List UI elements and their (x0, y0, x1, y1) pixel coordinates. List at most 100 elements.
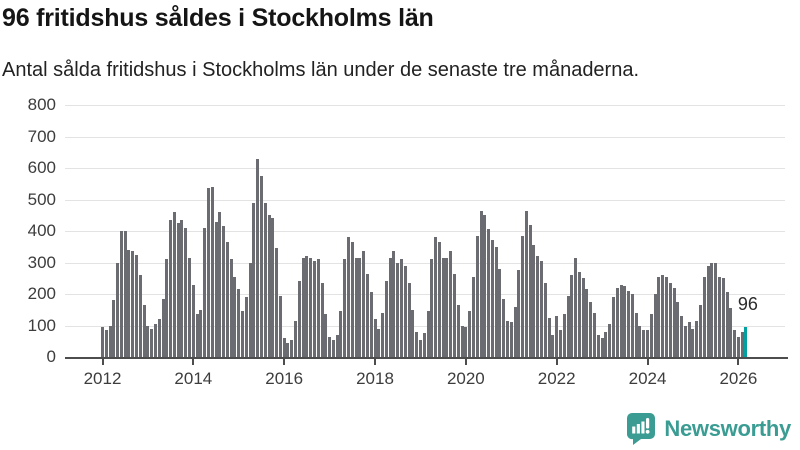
gridline (65, 231, 785, 232)
bar (699, 305, 703, 357)
x-axis-tick (192, 359, 195, 365)
x-axis-tick (737, 359, 740, 365)
bar (638, 325, 642, 357)
y-axis-tick-label: 200 (27, 284, 56, 303)
bar (570, 275, 574, 357)
bar (487, 229, 491, 357)
bar (396, 262, 400, 357)
bar (237, 289, 241, 357)
bar (377, 328, 381, 357)
bar (468, 311, 472, 357)
bar (634, 312, 638, 357)
bar (324, 314, 328, 357)
bar (112, 300, 116, 357)
bar (131, 251, 135, 357)
x-axis-tick (283, 359, 286, 365)
x-axis-tick-label: 2014 (174, 369, 213, 388)
bar (297, 281, 301, 357)
bar (483, 215, 487, 357)
bar (150, 328, 154, 357)
bar (642, 330, 646, 357)
bar (505, 320, 509, 357)
bar (259, 175, 263, 357)
bar (407, 282, 411, 357)
bar (282, 338, 286, 357)
bar (589, 301, 593, 357)
bar (449, 251, 453, 357)
bar (721, 278, 725, 357)
bar (490, 240, 494, 357)
gridline (65, 262, 785, 264)
bar (653, 294, 657, 357)
gridline (65, 294, 785, 295)
bar (309, 257, 313, 357)
gridline (65, 168, 785, 169)
x-axis-line (65, 357, 788, 359)
bar (180, 219, 184, 357)
bar (172, 212, 176, 357)
bar (267, 215, 271, 357)
bar (210, 186, 214, 357)
bar (551, 334, 555, 357)
bar (600, 338, 604, 357)
bar (233, 276, 237, 357)
bar (615, 287, 619, 357)
highlighted-bar (744, 326, 748, 357)
bar (316, 259, 320, 357)
x-axis-tick-label: 2012 (83, 369, 122, 388)
bar (392, 251, 396, 357)
bar (278, 295, 282, 357)
newsworthy-logo[interactable]: Newsworthy (627, 413, 791, 445)
bar (218, 212, 222, 357)
bar (729, 308, 733, 357)
bar (714, 262, 718, 357)
bar (294, 320, 298, 357)
bar (286, 342, 290, 357)
bar (119, 231, 123, 357)
bar (664, 276, 668, 357)
bar (702, 276, 706, 357)
latest-value-label: 96 (737, 293, 758, 314)
x-axis-tick (646, 359, 649, 365)
bar (581, 278, 585, 357)
bar (502, 298, 506, 357)
bar (116, 262, 120, 357)
bar (135, 254, 139, 357)
bar (418, 339, 422, 357)
bar (543, 282, 547, 357)
bar (411, 309, 415, 357)
bar (695, 320, 699, 357)
bar (241, 311, 245, 357)
newsworthy-wordmark: Newsworthy (664, 416, 791, 441)
y-axis-tick-label: 700 (27, 126, 56, 146)
bar (558, 330, 562, 357)
bar (312, 260, 316, 357)
bar (195, 314, 199, 357)
bar (222, 226, 226, 357)
bar (161, 298, 165, 357)
bar (400, 259, 403, 357)
y-axis-tick-label: 500 (27, 189, 56, 209)
bar (339, 311, 343, 357)
bar (206, 188, 210, 357)
bar (706, 265, 710, 357)
bar (733, 330, 737, 357)
bar (358, 257, 362, 357)
bar (275, 248, 279, 357)
chart-title: 96 fritidshus såldes i Stockholms län (2, 4, 434, 32)
bar (271, 218, 275, 357)
bar (157, 319, 161, 357)
bar (225, 242, 229, 357)
bar (672, 287, 676, 357)
bar (521, 235, 525, 357)
bar (577, 271, 581, 357)
bar (532, 245, 536, 357)
bar (142, 305, 146, 357)
bar (445, 257, 449, 357)
bar (415, 331, 419, 357)
bar (710, 262, 714, 357)
bar (188, 257, 192, 357)
bar (528, 224, 532, 357)
bar (108, 325, 112, 357)
y-axis-tick-label: 800 (27, 95, 56, 114)
